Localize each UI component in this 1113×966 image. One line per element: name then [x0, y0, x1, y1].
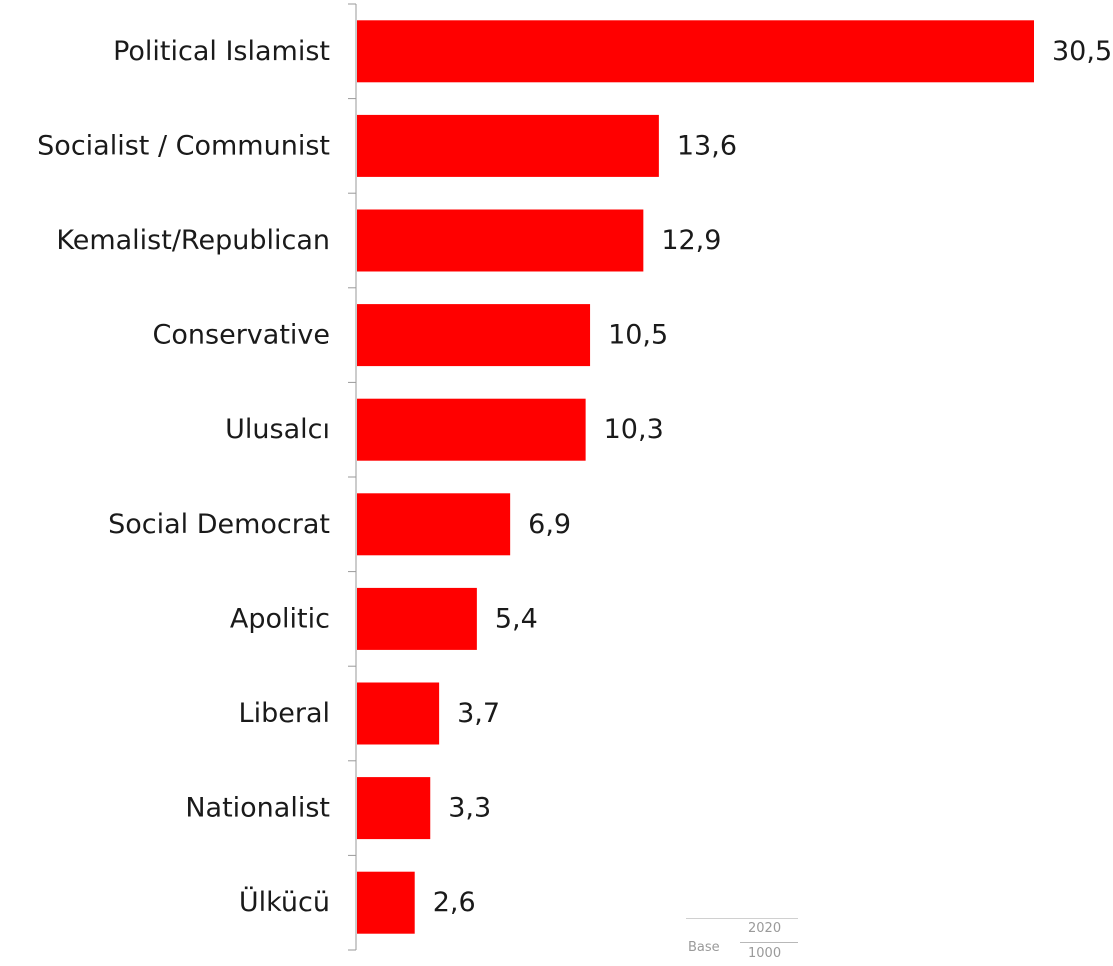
category-axis	[348, 3, 357, 951]
category-label: Social Democrat	[108, 509, 330, 540]
bar	[357, 587, 477, 650]
labels: Political Islamist 30,5 Socialist / Commun…	[37, 36, 1112, 918]
bars	[357, 20, 1034, 934]
bar	[357, 20, 1034, 83]
base-sample-size: 1000	[748, 946, 782, 961]
value-label: 13,6	[677, 130, 737, 161]
base-note-top-rule	[686, 918, 798, 919]
base-note: Base 2020 1000	[686, 918, 798, 964]
base-note-divider	[740, 942, 798, 943]
value-label: 10,5	[608, 320, 668, 351]
category-label: Socialist / Communist	[37, 130, 330, 161]
value-label: 6,9	[528, 509, 571, 540]
value-label: 5,4	[495, 603, 538, 634]
bar	[357, 398, 586, 461]
category-label: Kemalist/Republican	[56, 225, 330, 256]
bar	[357, 114, 659, 177]
base-label: Base	[688, 940, 720, 955]
bar	[357, 682, 440, 745]
category-label: Conservative	[153, 320, 330, 351]
category-label: Ülkücü	[239, 886, 330, 918]
bar	[357, 304, 591, 367]
bar	[357, 493, 511, 556]
category-label: Apolitic	[230, 603, 330, 634]
value-label: 30,5	[1052, 36, 1112, 67]
bar	[357, 209, 644, 272]
category-label: Nationalist	[185, 793, 330, 824]
value-label: 2,6	[433, 887, 476, 918]
value-label: 3,7	[457, 698, 500, 729]
value-label: 10,3	[604, 414, 664, 445]
bar	[357, 777, 431, 840]
category-label: Liberal	[239, 698, 330, 729]
value-label: 12,9	[661, 225, 721, 256]
category-label: Ulusalcı	[225, 414, 330, 445]
base-year: 2020	[748, 921, 782, 936]
value-label: 3,3	[448, 793, 491, 824]
bar	[357, 871, 415, 934]
category-label: Political Islamist	[113, 36, 330, 67]
